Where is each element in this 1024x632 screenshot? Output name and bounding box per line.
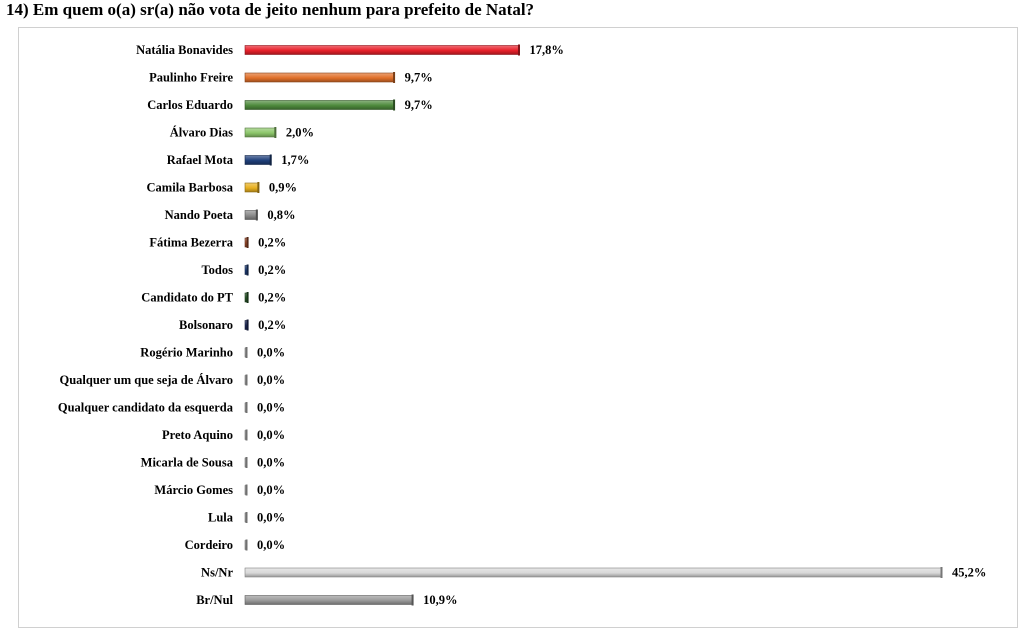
bar-end-cap — [245, 457, 248, 468]
category-label: Álvaro Dias — [170, 126, 233, 140]
bar-end-cap — [411, 594, 414, 606]
chart-frame — [18, 27, 1018, 628]
value-label: 9,7% — [405, 71, 433, 85]
bar-end-cap — [269, 154, 272, 166]
value-label: 9,7% — [405, 98, 433, 112]
chart-title: 14) Em quem o(a) sr(a) não vota de jeito… — [6, 0, 535, 19]
value-label: 1,7% — [281, 153, 309, 167]
bar-end-cap — [940, 567, 943, 578]
value-label: 0,0% — [257, 511, 285, 525]
category-label: Fátima Bezerra — [149, 236, 233, 250]
bar-end-cap — [517, 44, 520, 56]
bar — [244, 127, 277, 138]
bar-end-cap — [246, 319, 249, 331]
bar — [244, 100, 395, 110]
bar-end-cap — [245, 512, 248, 523]
value-label: 45,2% — [952, 566, 986, 580]
category-label: Qualquer um que seja de Álvaro — [59, 373, 233, 387]
bar-end-cap — [257, 182, 260, 193]
value-label: 0,0% — [257, 538, 285, 552]
bar-end-cap — [274, 127, 277, 138]
bar-end-cap — [245, 402, 248, 413]
category-label: Candidato do PT — [141, 291, 233, 305]
category-label: Rafael Mota — [167, 153, 234, 167]
value-label: 0,0% — [257, 483, 285, 497]
value-label: 0,0% — [257, 346, 285, 360]
bar — [244, 567, 943, 578]
bar — [244, 182, 260, 193]
bar-end-cap — [245, 429, 248, 441]
value-label: 0,0% — [257, 456, 285, 470]
category-label: Todos — [201, 263, 233, 277]
category-label: Ns/Nr — [201, 566, 233, 580]
category-label: Camila Barbosa — [147, 181, 234, 195]
value-label: 2,0% — [286, 126, 314, 140]
value-label: 0,8% — [267, 208, 295, 222]
value-label: 17,8% — [529, 43, 563, 57]
value-label: 0,2% — [258, 263, 286, 277]
bar-end-cap — [245, 374, 248, 386]
bar-end-cap — [393, 99, 396, 111]
bar — [244, 72, 395, 83]
bar-end-cap — [246, 292, 249, 303]
value-label: 0,9% — [269, 181, 297, 195]
category-label: Rogério Marinho — [140, 346, 233, 360]
value-label: 10,9% — [423, 593, 457, 607]
bar — [244, 155, 272, 165]
category-label: Natália Bonavides — [136, 43, 233, 57]
bar-end-cap — [245, 539, 248, 551]
bar — [244, 595, 414, 605]
category-label: Bolsonaro — [179, 318, 233, 332]
category-label: Márcio Gomes — [154, 483, 233, 497]
value-label: 0,0% — [257, 373, 285, 387]
bar-end-cap — [245, 484, 248, 496]
category-label: Cordeiro — [185, 538, 233, 552]
category-label: Micarla de Sousa — [141, 456, 234, 470]
category-label: Paulinho Freire — [149, 71, 233, 85]
bar-end-cap — [245, 347, 248, 358]
bar-end-cap — [393, 72, 396, 83]
value-label: 0,2% — [258, 291, 286, 305]
bar-end-cap — [246, 237, 249, 248]
bar — [244, 210, 258, 220]
bar-end-cap — [255, 209, 258, 221]
value-label: 0,0% — [257, 401, 285, 415]
category-label: Carlos Eduardo — [147, 98, 233, 112]
value-label: 0,2% — [258, 318, 286, 332]
category-label: Qualquer candidato da esquerda — [58, 401, 234, 415]
category-label: Lula — [208, 511, 234, 525]
category-label: Br/Nul — [196, 593, 233, 607]
category-label: Nando Poeta — [165, 208, 234, 222]
category-label: Preto Aquino — [162, 428, 233, 442]
bar — [244, 45, 520, 55]
value-label: 0,2% — [258, 236, 286, 250]
value-label: 0,0% — [257, 428, 285, 442]
bar-end-cap — [246, 264, 249, 276]
